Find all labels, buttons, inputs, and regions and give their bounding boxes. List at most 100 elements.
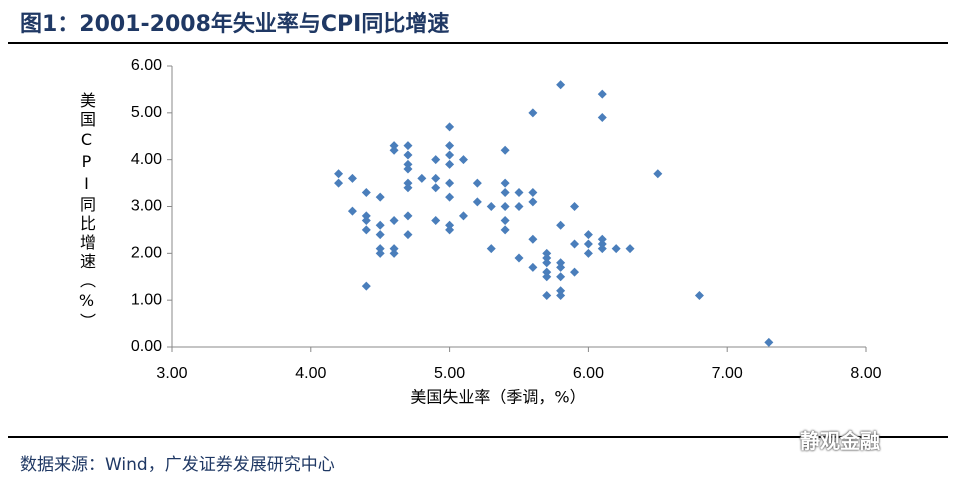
- y-tick-label: 2.00: [131, 245, 162, 262]
- point: [542, 253, 552, 263]
- point: [528, 234, 538, 244]
- point: [528, 187, 538, 197]
- point: [361, 211, 371, 221]
- point: [403, 230, 413, 240]
- point: [542, 267, 552, 277]
- point: [403, 183, 413, 193]
- point: [389, 216, 399, 226]
- point: [597, 239, 607, 249]
- point: [570, 267, 580, 277]
- point: [597, 89, 607, 99]
- point: [542, 258, 552, 268]
- point: [653, 169, 663, 179]
- point: [445, 192, 455, 202]
- point: [611, 244, 621, 254]
- point: [500, 225, 510, 235]
- rule: [8, 436, 948, 438]
- point: [431, 173, 441, 183]
- point: [472, 178, 482, 188]
- point: [431, 155, 441, 165]
- point: [556, 290, 566, 300]
- point: [334, 178, 344, 188]
- point: [458, 211, 468, 221]
- point: [764, 337, 774, 347]
- point: [556, 80, 566, 90]
- point: [570, 202, 580, 211]
- watermark: 静观金融: [800, 429, 880, 453]
- point: [514, 202, 524, 211]
- point: [500, 216, 510, 226]
- point: [500, 187, 510, 197]
- point: [556, 272, 566, 282]
- point: [375, 220, 385, 230]
- point: [403, 141, 413, 151]
- point: [361, 281, 371, 291]
- point: [389, 141, 399, 151]
- point: [514, 253, 524, 263]
- point: [445, 178, 455, 188]
- point: [500, 145, 510, 155]
- point: [556, 220, 566, 230]
- point: [445, 141, 455, 151]
- title: 图1：2001-2008年失业率与CPI同比增速: [20, 12, 450, 37]
- point: [375, 244, 385, 254]
- point: [334, 169, 344, 179]
- point: [403, 211, 413, 221]
- point: [542, 290, 552, 300]
- y-tick-label: 1.00: [131, 291, 162, 308]
- point: [597, 113, 607, 123]
- point: [389, 145, 399, 155]
- point: [361, 225, 371, 235]
- point: [389, 248, 399, 258]
- point: [583, 239, 593, 249]
- point: [528, 108, 538, 118]
- point: [486, 202, 496, 211]
- point: [694, 290, 704, 300]
- point: [556, 262, 566, 272]
- point: [403, 150, 413, 160]
- point: [445, 159, 455, 169]
- point: [570, 239, 580, 249]
- point: [458, 155, 468, 165]
- point: [472, 197, 482, 207]
- x-tick-label: 6.00: [573, 365, 604, 382]
- point: [445, 122, 455, 132]
- x-tick-label: 4.00: [295, 365, 326, 382]
- source: 数据来源：Wind，广发证券发展研究中心: [20, 455, 335, 475]
- point: [361, 187, 371, 197]
- point: [347, 173, 357, 183]
- point: [375, 248, 385, 258]
- point: [542, 248, 552, 258]
- point: [583, 248, 593, 258]
- point: [528, 262, 538, 272]
- point: [597, 244, 607, 254]
- point: [583, 230, 593, 240]
- point: [431, 183, 441, 193]
- point: [556, 286, 566, 296]
- point: [625, 244, 635, 254]
- point: [445, 150, 455, 160]
- point: [403, 178, 413, 188]
- point: [375, 230, 385, 240]
- point: [542, 272, 552, 282]
- point: [597, 234, 607, 244]
- y-tick-label: 3.00: [131, 198, 162, 215]
- y-axis-label: 美国CPI同比增速（%）: [77, 92, 96, 332]
- point: [403, 164, 413, 174]
- point: [514, 187, 524, 197]
- rule: [8, 42, 948, 44]
- x-tick-label: 7.00: [712, 365, 743, 382]
- point: [417, 173, 427, 183]
- point: [500, 202, 510, 211]
- point: [445, 225, 455, 235]
- point: [556, 258, 566, 268]
- point: [528, 197, 538, 207]
- y-tick-label: 6.00: [131, 57, 162, 74]
- x-tick-label: 8.00: [850, 365, 881, 382]
- point: [445, 220, 455, 230]
- y-tick-label: 4.00: [131, 151, 162, 168]
- x-tick-label: 5.00: [434, 365, 465, 382]
- point: [361, 216, 371, 226]
- point: [347, 206, 357, 216]
